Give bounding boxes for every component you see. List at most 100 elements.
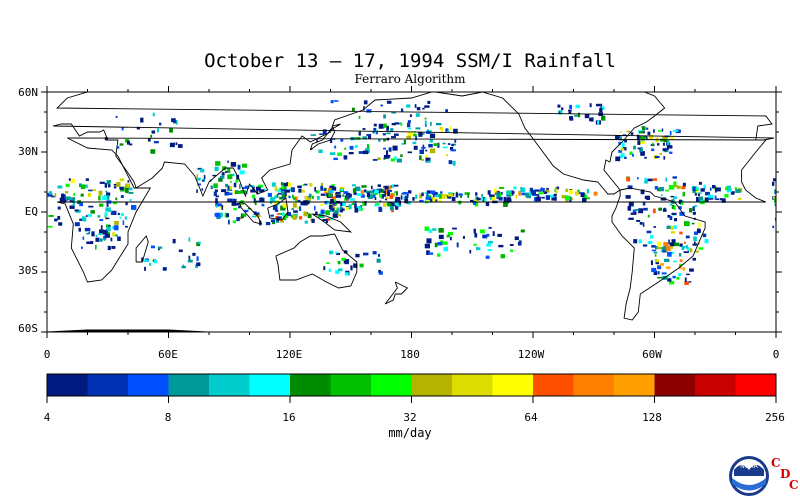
japan-coast xyxy=(309,123,341,151)
rain-patch xyxy=(657,130,662,132)
rain-patch xyxy=(489,195,492,200)
rain-patch xyxy=(226,192,233,195)
rain-patch xyxy=(366,192,370,198)
rain-patch xyxy=(447,195,452,199)
lat-label-30n: 30N xyxy=(18,145,38,158)
rain-patch xyxy=(332,202,336,206)
rain-patch xyxy=(354,207,359,213)
rain-patch xyxy=(57,206,61,210)
rain-patch xyxy=(352,184,356,187)
rain-patch xyxy=(424,243,430,249)
rain-patch xyxy=(325,220,329,223)
rain-patch xyxy=(666,266,671,269)
rain-patch xyxy=(450,149,456,152)
rain-patch xyxy=(655,262,660,265)
rain-patch xyxy=(488,240,493,244)
rain-patch xyxy=(506,201,509,204)
rain-patch xyxy=(119,178,125,182)
rain-patch xyxy=(360,194,365,198)
rain-patch xyxy=(679,259,683,263)
rain-patch xyxy=(414,104,417,108)
rain-patch xyxy=(265,221,271,226)
rain-patch xyxy=(380,104,383,107)
colorbar-swatch xyxy=(290,374,331,396)
rain-patch xyxy=(358,151,364,154)
rain-patch xyxy=(422,107,425,110)
rain-patch xyxy=(51,195,55,198)
rain-patch xyxy=(103,235,107,240)
rain-patch xyxy=(227,185,230,190)
rain-patch xyxy=(575,104,580,109)
rain-patch xyxy=(120,186,124,191)
rain-patch xyxy=(215,212,221,218)
rain-patch xyxy=(615,135,621,140)
rain-patch xyxy=(421,146,426,149)
rain-patch xyxy=(215,198,218,203)
rain-patch xyxy=(584,194,588,200)
rain-patch xyxy=(641,126,646,131)
rain-patch xyxy=(331,207,336,211)
rain-patch xyxy=(79,183,82,188)
rain-patch xyxy=(102,230,108,233)
rain-patch xyxy=(88,189,93,192)
rain-patch xyxy=(629,151,633,155)
rain-patch xyxy=(451,196,456,202)
rain-patch xyxy=(252,194,255,199)
rain-patch xyxy=(335,251,338,254)
rain-patch xyxy=(214,189,218,193)
rain-patch xyxy=(280,189,286,192)
rain-patch xyxy=(663,242,669,247)
rain-patch xyxy=(484,198,487,202)
rain-patch xyxy=(660,194,663,197)
rain-patch xyxy=(366,134,372,136)
rain-patch xyxy=(127,180,130,183)
rain-patch xyxy=(218,177,223,182)
rain-patch xyxy=(308,193,312,198)
rain-patch xyxy=(650,260,653,266)
rain-patch xyxy=(387,189,392,192)
rain-patch xyxy=(291,208,295,210)
rain-patch xyxy=(341,257,347,261)
rain-patch xyxy=(256,189,259,195)
rain-patch xyxy=(255,212,260,217)
rain-patch xyxy=(415,135,417,141)
rain-patch xyxy=(567,109,572,112)
rain-patch xyxy=(98,195,101,201)
rain-patch xyxy=(276,213,280,215)
rain-patch xyxy=(689,268,694,272)
lat-label-30s: 30S xyxy=(18,264,38,277)
rain-patch xyxy=(98,190,103,196)
rain-patch xyxy=(540,188,545,191)
borneo-coast xyxy=(267,197,289,221)
rain-patch xyxy=(215,195,219,198)
rain-patch xyxy=(433,143,439,147)
rain-patch xyxy=(85,178,89,181)
rain-patch xyxy=(431,197,435,199)
rain-patch xyxy=(507,197,511,202)
rain-patch xyxy=(373,123,377,127)
rain-patch xyxy=(498,187,505,189)
rain-patch xyxy=(154,259,158,264)
rain-patch xyxy=(349,145,354,150)
rain-patch xyxy=(393,133,399,136)
rain-patch xyxy=(102,195,108,201)
rain-patch xyxy=(553,196,557,201)
rain-patch xyxy=(503,201,508,207)
rain-patch xyxy=(481,196,483,201)
rain-patch xyxy=(282,196,285,199)
rain-patch xyxy=(220,175,225,179)
rain-patch xyxy=(505,197,507,202)
rain-patch xyxy=(721,198,726,203)
rain-patch xyxy=(239,170,245,175)
rain-patch xyxy=(511,191,515,195)
rain-patch xyxy=(590,117,594,122)
rain-patch xyxy=(276,193,279,198)
rain-patch xyxy=(261,203,265,207)
rain-patch xyxy=(654,185,659,190)
rain-patch xyxy=(376,258,381,263)
rain-patch xyxy=(328,210,333,212)
rain-patch xyxy=(348,204,352,210)
rain-patch xyxy=(691,222,695,225)
rain-patch xyxy=(270,214,274,217)
